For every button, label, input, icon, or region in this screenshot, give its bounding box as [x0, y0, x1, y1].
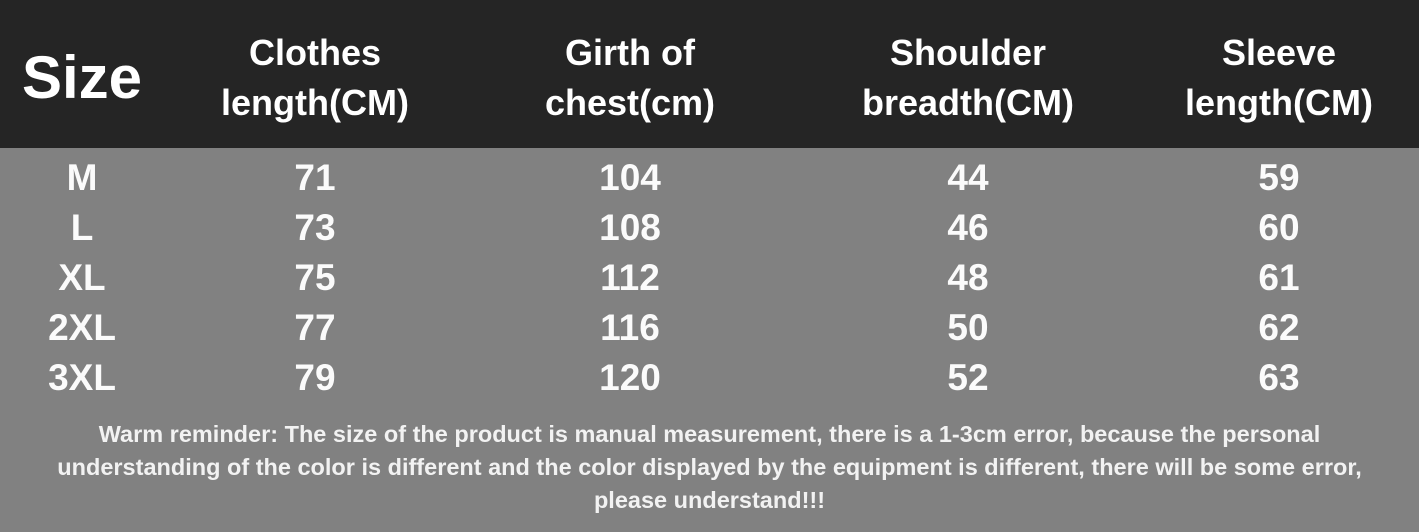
measurement: 48 [947, 257, 989, 298]
measurement: 104 [599, 157, 661, 198]
measurement: 62 [1258, 307, 1300, 348]
measurement: 77 [294, 307, 336, 348]
measurement: 52 [947, 357, 989, 398]
header-line: Shoulder [889, 32, 1047, 73]
size-label: 2XL [48, 307, 116, 348]
header-cell: Clothes length(CM) [221, 28, 409, 128]
header-cell: Shoulder breadth(CM) [862, 28, 1074, 128]
header-line: length(CM) [1185, 82, 1373, 123]
header-line: length(CM) [221, 82, 409, 123]
header-bar [0, 0, 1419, 148]
measurement: 60 [1258, 207, 1300, 248]
measurement: 59 [1258, 157, 1300, 198]
measurement: 63 [1258, 357, 1300, 398]
measurement: 116 [600, 307, 660, 348]
size-label: 3XL [48, 357, 116, 398]
size-label: L [70, 207, 94, 248]
header-line: chest(cm) [544, 82, 716, 123]
measurement: 120 [599, 357, 661, 398]
header-line: Girth of [565, 32, 695, 73]
size-label: M [66, 157, 98, 198]
measurement: 73 [294, 207, 336, 248]
header-line: Clothes [248, 32, 382, 73]
measurement: 79 [294, 357, 336, 398]
warm-reminder: Warm reminder: The size of the product i… [57, 421, 1362, 513]
header-cell: Size [21, 44, 143, 111]
measurement: 44 [947, 157, 989, 198]
size-label: XL [58, 257, 106, 298]
header-line: breadth(CM) [862, 82, 1074, 123]
measurement: 108 [599, 207, 661, 248]
measurement: 50 [947, 307, 989, 348]
measurement: 61 [1258, 257, 1300, 298]
header-cell: Girth of chest(cm) [545, 28, 715, 128]
measurement: 112 [600, 257, 660, 298]
measurement: 75 [294, 257, 336, 298]
header-line: Size [21, 44, 143, 111]
measurement: 71 [294, 157, 336, 198]
header-cell: Sleeve length(CM) [1185, 28, 1373, 128]
header-line: Sleeve [1221, 32, 1337, 73]
measurement: 46 [947, 207, 989, 248]
